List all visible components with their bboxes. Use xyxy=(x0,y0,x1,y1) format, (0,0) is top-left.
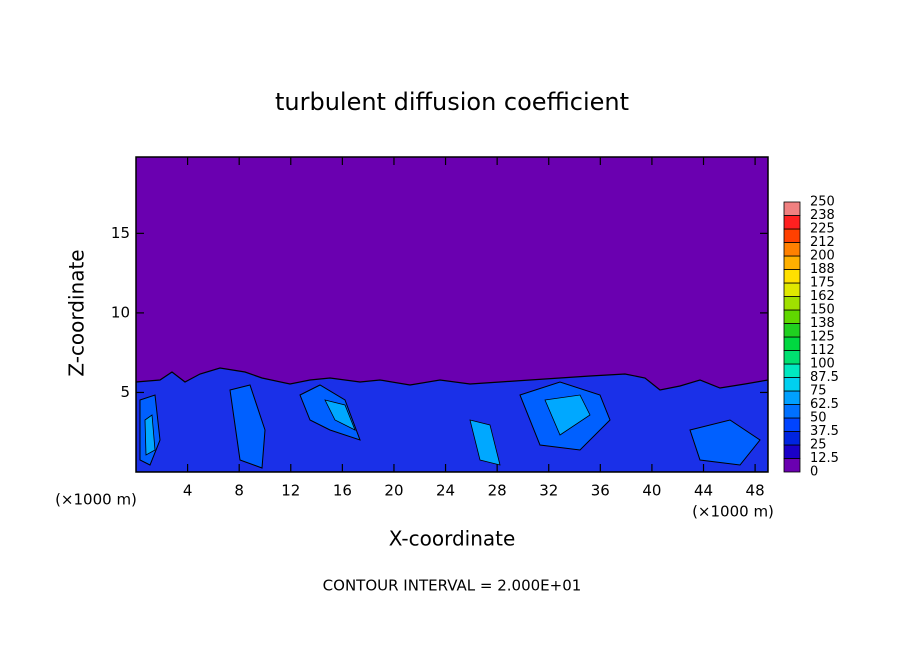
colorbar-label: 188 xyxy=(810,262,835,277)
colorbar-box xyxy=(783,269,801,284)
colorbar-box xyxy=(783,350,801,365)
colorbar-box xyxy=(783,336,801,351)
colorbar-label: 150 xyxy=(810,303,835,318)
x-tick-label: 36 xyxy=(591,482,610,500)
colorbar-box xyxy=(783,323,801,338)
contour-interval: CONTOUR INTERVAL = 2.000E+01 xyxy=(323,577,582,595)
colorbar-box xyxy=(783,404,801,419)
colorbar-box xyxy=(783,242,801,257)
colorbar-box xyxy=(783,215,801,230)
x-tick-label: 20 xyxy=(384,482,403,500)
y-axis-label: Z-coordinate xyxy=(65,249,89,376)
unit-label: (×1000 m) xyxy=(692,503,774,521)
y-tick-label: 5 xyxy=(120,383,130,401)
field-region xyxy=(144,394,591,466)
plot-frame xyxy=(135,156,769,473)
colorbar-label: 162 xyxy=(810,289,835,304)
colorbar-label: 238 xyxy=(810,208,835,223)
field-region xyxy=(139,381,761,469)
y-tick-label: 15 xyxy=(111,224,130,242)
colorbar-box xyxy=(783,458,801,473)
colorbar-label: 75 xyxy=(810,384,827,399)
x-axis-label: X-coordinate xyxy=(389,527,516,551)
x-tick-label: 24 xyxy=(436,482,455,500)
colorbar-box xyxy=(783,255,801,270)
x-tick-label: 16 xyxy=(333,482,352,500)
colorbar-label: 225 xyxy=(810,222,835,237)
colorbar-box xyxy=(783,201,801,216)
colorbar-box xyxy=(783,363,801,378)
x-tick-label: 40 xyxy=(642,482,661,500)
colorbar-box xyxy=(783,282,801,297)
colorbar-label: 175 xyxy=(810,276,835,291)
colorbar-label: 100 xyxy=(810,357,835,372)
unit-label: (×1000 m) xyxy=(55,491,137,509)
field xyxy=(136,157,768,472)
colorbar-label: 200 xyxy=(810,249,835,264)
field-region xyxy=(136,367,768,472)
colorbar-label: 138 xyxy=(810,316,835,331)
x-tick-label: 28 xyxy=(488,482,507,500)
colorbar-box xyxy=(783,377,801,392)
colorbar-label: 37.5 xyxy=(810,424,839,439)
colorbar-box xyxy=(783,444,801,459)
colorbar-box xyxy=(783,431,801,446)
colorbar-box xyxy=(783,390,801,405)
colorbar-label: 125 xyxy=(810,330,835,345)
colorbar-label: 62.5 xyxy=(810,397,839,412)
x-tick-label: 8 xyxy=(234,482,244,500)
colorbar-label: 25 xyxy=(810,438,827,453)
y-tick-label: 10 xyxy=(111,303,130,321)
colorbar-box xyxy=(783,309,801,324)
x-tick-label: 32 xyxy=(539,482,558,500)
colorbar-box xyxy=(783,228,801,243)
colorbar-label: 12.5 xyxy=(810,451,839,466)
colorbar-label: 250 xyxy=(810,195,835,210)
colorbar-label: 212 xyxy=(810,235,835,250)
colorbar-box xyxy=(783,296,801,311)
colorbar-label: 87.5 xyxy=(810,370,839,385)
colorbar-label: 0 xyxy=(810,465,818,480)
x-tick-label: 12 xyxy=(281,482,300,500)
x-tick-label: 44 xyxy=(694,482,713,500)
colorbar-box xyxy=(783,417,801,432)
x-tick-label: 4 xyxy=(183,482,193,500)
x-tick-label: 48 xyxy=(746,482,765,500)
chart-title: turbulent diffusion coefficient xyxy=(275,88,629,116)
colorbar-label: 50 xyxy=(810,411,827,426)
colorbar-label: 112 xyxy=(810,343,835,358)
